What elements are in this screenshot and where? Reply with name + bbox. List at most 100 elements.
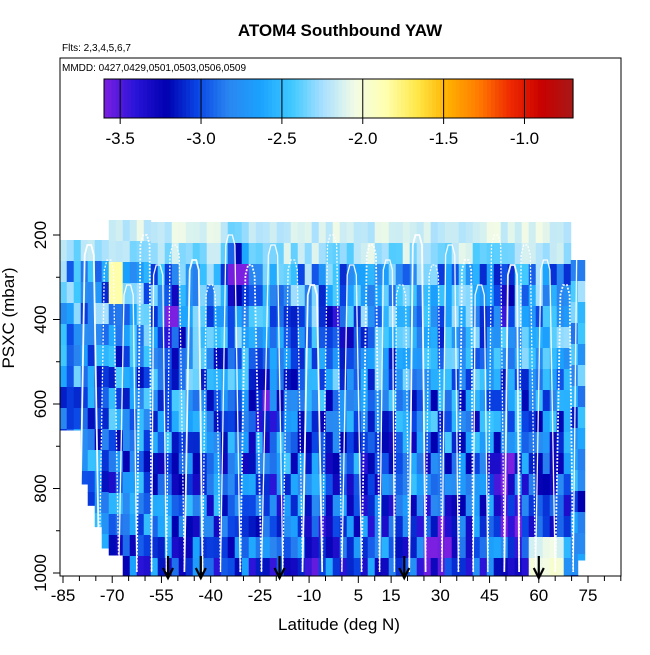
colorbar-swatch (389, 79, 394, 118)
heatmap-cell (437, 516, 446, 538)
x-axis-tick-label: 15 (382, 586, 401, 605)
colorbar-swatch (404, 79, 410, 118)
heatmap-cell (304, 390, 313, 412)
x-axis-tick-label: -10 (297, 586, 322, 605)
heatmap-cell (549, 222, 558, 244)
heatmap-cell (563, 516, 572, 538)
heatmap-cell (290, 411, 299, 433)
heatmap-cell (346, 537, 355, 559)
heatmap-cell (206, 516, 215, 538)
heatmap-cell (395, 537, 404, 559)
colorbar-swatch (451, 79, 457, 118)
heatmap-cell (521, 558, 530, 576)
heatmap-cell (395, 306, 404, 328)
colorbar-swatch (440, 79, 445, 118)
heatmap-cell (339, 369, 348, 391)
heatmap-cell (458, 264, 467, 286)
heatmap-cell (423, 537, 432, 559)
heatmap-cell (171, 348, 180, 370)
heatmap-cell (143, 367, 152, 389)
heatmap-cell (381, 453, 390, 475)
heatmap-cell (346, 306, 355, 328)
heatmap-cell (430, 432, 439, 454)
heatmap-cell (521, 306, 530, 328)
heatmap-cell (220, 537, 229, 559)
heatmap-cell (563, 411, 572, 433)
colorbar-swatch (322, 79, 328, 118)
colorbar-swatch (338, 79, 344, 118)
heatmap-cell (213, 243, 222, 265)
heatmap-cell (353, 411, 362, 433)
heatmap-cell (297, 495, 306, 517)
colorbar-swatch (342, 79, 347, 118)
colorbar-swatch (189, 79, 195, 118)
heatmap-cell (318, 411, 327, 433)
heatmap-cell (122, 283, 131, 305)
heatmap-cell (486, 495, 495, 517)
heatmap-cell (402, 411, 411, 433)
heatmap-cell (577, 281, 586, 303)
heatmap-cell (157, 264, 166, 286)
heatmap-cell (94, 282, 103, 304)
heatmap-cell (514, 243, 523, 265)
heatmap-cell (563, 474, 572, 496)
heatmap-cell (486, 516, 495, 538)
heatmap-cell (318, 264, 327, 286)
heatmap-cell (164, 516, 173, 538)
heatmap-cell (430, 474, 439, 496)
heatmap-cell (381, 243, 390, 265)
heatmap-cell (129, 451, 138, 473)
heatmap-cell (493, 327, 502, 349)
colorbar-swatch (447, 79, 453, 118)
heatmap-cell (311, 306, 320, 328)
heatmap-cell (318, 432, 327, 454)
heatmap-cell (185, 327, 194, 349)
heatmap-cell (262, 243, 271, 265)
flight-profile-line (150, 264, 168, 573)
heatmap-cell (101, 261, 110, 283)
heatmap-cell (108, 262, 117, 284)
heatmap-cell (122, 346, 131, 368)
heatmap-cell (178, 369, 187, 391)
heatmap-cell (430, 264, 439, 286)
heatmap-cell (297, 453, 306, 475)
colorbar-swatch (268, 79, 273, 118)
heatmap-cell (493, 474, 502, 496)
flight-profile-line (424, 264, 443, 573)
heatmap-cell (367, 264, 376, 286)
heatmap-cell (402, 285, 411, 307)
heatmap-cell (164, 411, 173, 433)
heatmap-cell (353, 264, 362, 286)
heatmap-cell (115, 283, 124, 305)
colorbar-swatch (494, 79, 500, 118)
heatmap-cell (66, 366, 75, 388)
heatmap-cell (171, 390, 180, 412)
heatmap-cell (255, 369, 264, 391)
heatmap-cell (395, 348, 404, 370)
colorbar-swatch (510, 79, 515, 118)
heatmap-cell (353, 453, 362, 475)
heatmap-cell (451, 516, 460, 538)
heatmap-cell (164, 243, 173, 265)
colorbar-swatch (334, 79, 340, 118)
heatmap-cell (402, 453, 411, 475)
heatmap-cell (451, 369, 460, 391)
colorbar-swatch (518, 79, 523, 118)
heatmap-cell (549, 558, 558, 576)
heatmap-cell (458, 537, 467, 559)
heatmap-cell (108, 451, 117, 473)
heatmap-cell (283, 411, 292, 433)
heatmap-cell (150, 222, 159, 244)
heatmap-cell (395, 285, 404, 307)
heatmap-cell (388, 369, 397, 391)
heatmap-cell (178, 285, 187, 307)
heatmap-cell (290, 453, 299, 475)
heatmap-cell (248, 264, 257, 286)
heatmap-cell (262, 222, 271, 244)
heatmap-cell (255, 474, 264, 496)
heatmap-cell (276, 243, 285, 265)
heatmap-cell (367, 222, 376, 244)
heatmap-cell (500, 390, 509, 412)
heatmap-cell (367, 390, 376, 412)
heatmap-cell (458, 369, 467, 391)
